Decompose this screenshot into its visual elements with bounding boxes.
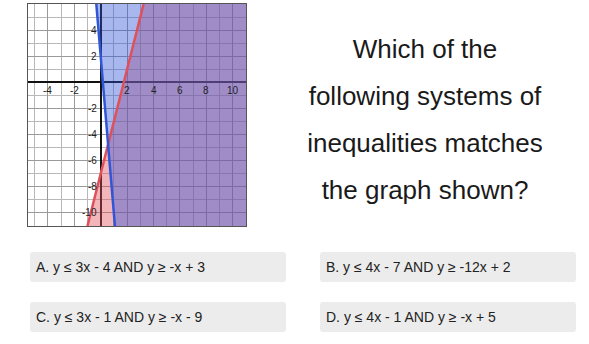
html-text:Which of the: Which of the: [352, 34, 498, 64]
svg-text:-4: -4: [88, 129, 97, 140]
svg-text:-10: -10: [82, 207, 97, 218]
html-text:B. y ≤ 4x - 7 AND y ≥ -12x + 2: B. y ≤ 4x - 7 AND y ≥ -12x + 2: [326, 259, 511, 275]
html-text:the graph shown?: the graph shown?: [321, 175, 529, 205]
svg-text:-6: -6: [88, 155, 97, 166]
svg-text:4: 4: [151, 85, 157, 96]
html-text:inequalities matches: inequalities matches: [307, 128, 543, 158]
html-text:D. y ≤ 4x - 1 AND y ≥ -x + 5: D. y ≤ 4x - 1 AND y ≥ -x + 5: [326, 309, 496, 325]
svg-text:-4: -4: [43, 85, 52, 96]
svg-text:-2: -2: [88, 103, 97, 114]
svg-text:8: 8: [203, 85, 209, 96]
html-text:C. y ≤ 3x - 1 AND y ≥ -x - 9: C. y ≤ 3x - 1 AND y ≥ -x - 9: [36, 309, 203, 325]
svg-text:2: 2: [124, 85, 130, 96]
svg-text:-2: -2: [70, 85, 79, 96]
html-text:following systems of: following systems of: [308, 81, 542, 111]
svg-text:6: 6: [177, 85, 183, 96]
svg-text:-8: -8: [88, 181, 97, 192]
html-text:A. y ≤ 3x - 4 AND y ≥ -x + 3: A. y ≤ 3x - 4 AND y ≥ -x + 3: [36, 259, 205, 275]
svg-text:2: 2: [91, 51, 97, 62]
svg-text:4: 4: [91, 25, 97, 36]
svg-text:10: 10: [227, 85, 239, 96]
